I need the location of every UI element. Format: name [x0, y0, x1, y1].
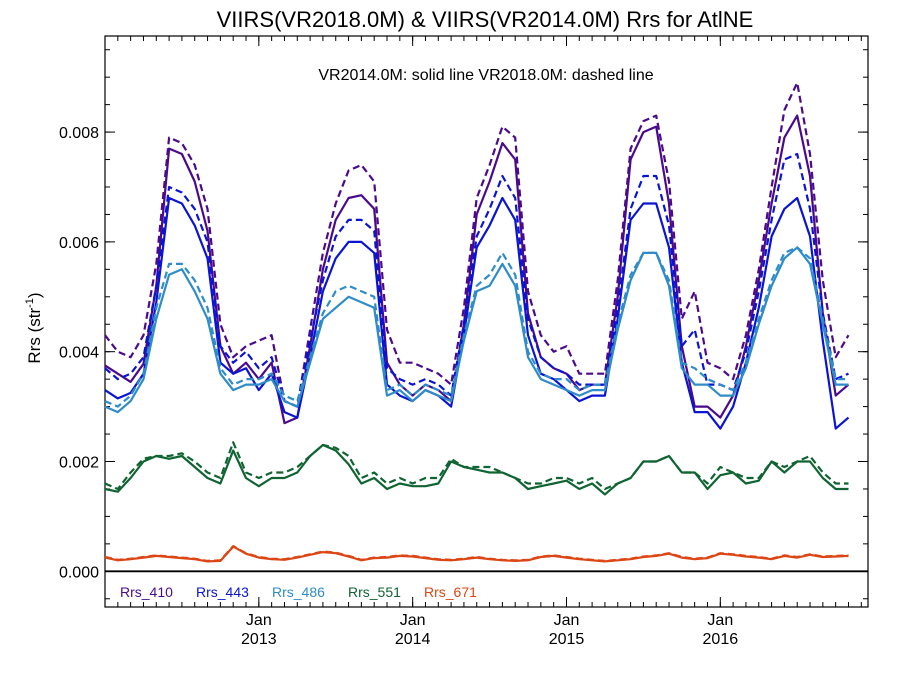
y-tick-label: 0.002: [59, 455, 99, 472]
chart-title: VIIRS(VR2018.0M) & VIIRS(VR2014.0M) Rrs …: [217, 7, 754, 32]
x-tick-label-month: Jan: [246, 612, 272, 629]
plot-area: 0.000 0.002 0.004 0.006 0.008 Jan 2013 Jan 2014 J…: [59, 35, 869, 648]
x-tick-label-year: 2013: [241, 631, 277, 648]
legend-item-rrs-551: Rrs_551: [348, 584, 401, 600]
legend-item-rrs-443: Rrs_443: [196, 584, 249, 600]
x-tick-label-year: 2015: [549, 631, 585, 648]
svg-text:Rrs (str-1): Rrs (str-1): [24, 292, 44, 363]
y-tick-label: 0.008: [59, 125, 99, 142]
legend-item-rrs-486: Rrs_486: [272, 584, 325, 600]
y-axis-label-close: ): [25, 292, 44, 298]
y-axis-label: Rrs (str-1): [24, 292, 44, 363]
x-tick-label-year: 2014: [395, 631, 431, 648]
series-line-rrs-551-dashed: [104, 441, 849, 491]
y-axis-label-main: Rrs (str: [25, 308, 44, 364]
series-line-rrs-486-dashed: [104, 246, 849, 408]
legend-item-rrs-410: Rrs_410: [120, 584, 173, 600]
y-tick-label: 0.000: [59, 564, 99, 581]
series-line-rrs-671-solid: [104, 545, 849, 563]
x-tick-label-year: 2016: [703, 631, 739, 648]
series-line-rrs-551-solid: [104, 443, 849, 496]
series-line-rrs-486-solid: [104, 246, 849, 414]
y-axis-label-sup: -1: [24, 298, 36, 308]
x-tick-label-month: Jan: [707, 612, 733, 629]
legend-item-rrs-671: Rrs_671: [424, 584, 477, 600]
x-tick-label-month: Jan: [554, 612, 580, 629]
x-tick-label-month: Jan: [400, 612, 426, 629]
series-line-rrs-410-solid: [104, 114, 850, 425]
chart-subtitle: VR2014.0M: solid line VR2018.0M: dashed …: [318, 67, 653, 84]
y-tick-label: 0.004: [59, 345, 99, 362]
series-line-rrs-443-solid: [104, 196, 850, 430]
plot-frame: [104, 35, 869, 608]
y-tick-label: 0.006: [59, 235, 99, 252]
series-line-rrs-410-dashed: [104, 81, 850, 408]
